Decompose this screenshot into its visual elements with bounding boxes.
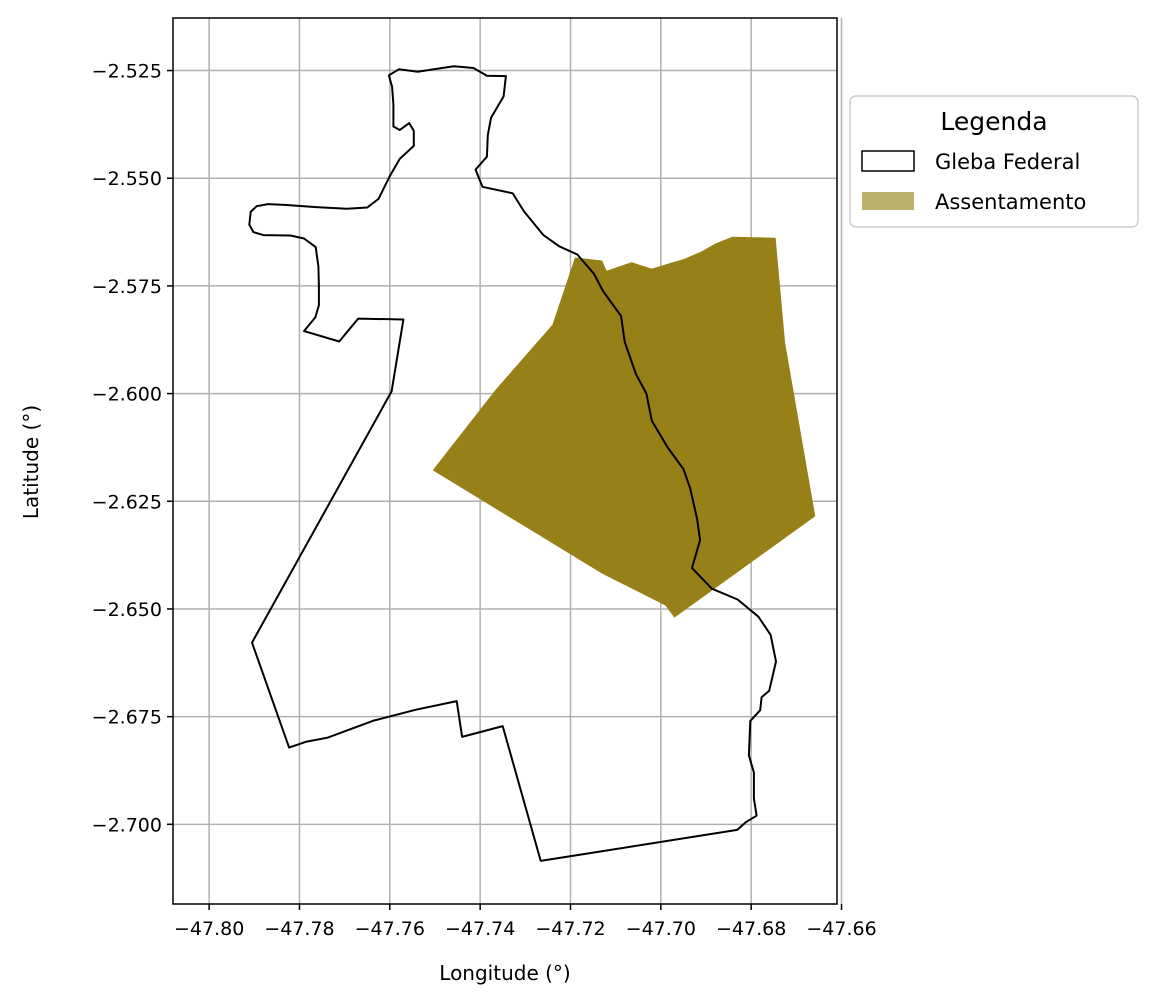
legend-swatch-assentamento [862, 192, 914, 210]
x-axis-ticks: −47.80 −47.78 −47.76 −47.74 −47.72 −47.70 −47.… [174, 904, 877, 940]
x-tick-label: −47.68 [716, 918, 786, 940]
x-axis-label: Longitude (°) [439, 961, 570, 985]
y-axis-label: Latitude (°) [19, 405, 43, 519]
legend-label-assentamento: Assentamento [935, 190, 1086, 214]
x-tick-label: −47.74 [445, 918, 515, 940]
y-tick-label: −2.600 [92, 384, 162, 406]
legend-box [849, 95, 1139, 228]
legend-swatch-gleba-federal [861, 150, 915, 172]
y-tick-label: −2.575 [92, 276, 162, 298]
assentamento-polygon [432, 236, 816, 618]
y-tick-label: −2.625 [92, 491, 162, 513]
y-tick-label: −2.650 [92, 599, 162, 621]
y-tick-label: −2.525 [92, 61, 162, 83]
y-tick-label: −2.550 [92, 168, 162, 190]
y-tick-label: −2.700 [92, 814, 162, 836]
gleba-federal-polygon [248, 65, 777, 862]
x-tick-label: −47.70 [626, 918, 696, 940]
y-axis-ticks: −2.525 −2.550 −2.575 −2.600 −2.625 −2.650 −2.6… [92, 61, 173, 836]
legend-label-gleba-federal: Gleba Federal [935, 150, 1080, 174]
x-tick-label: −47.76 [355, 918, 425, 940]
y-tick-label: −2.675 [92, 707, 162, 729]
x-tick-label: −47.66 [806, 918, 876, 940]
plot-area-frame [172, 17, 838, 905]
x-tick-label: −47.72 [535, 918, 605, 940]
x-tick-label: −47.78 [264, 918, 334, 940]
x-tick-label: −47.80 [174, 918, 244, 940]
map-layers [248, 65, 816, 862]
legend-title: Legenda [940, 107, 1047, 136]
legend: Legenda Gleba Federal Assentamento [849, 95, 1139, 228]
